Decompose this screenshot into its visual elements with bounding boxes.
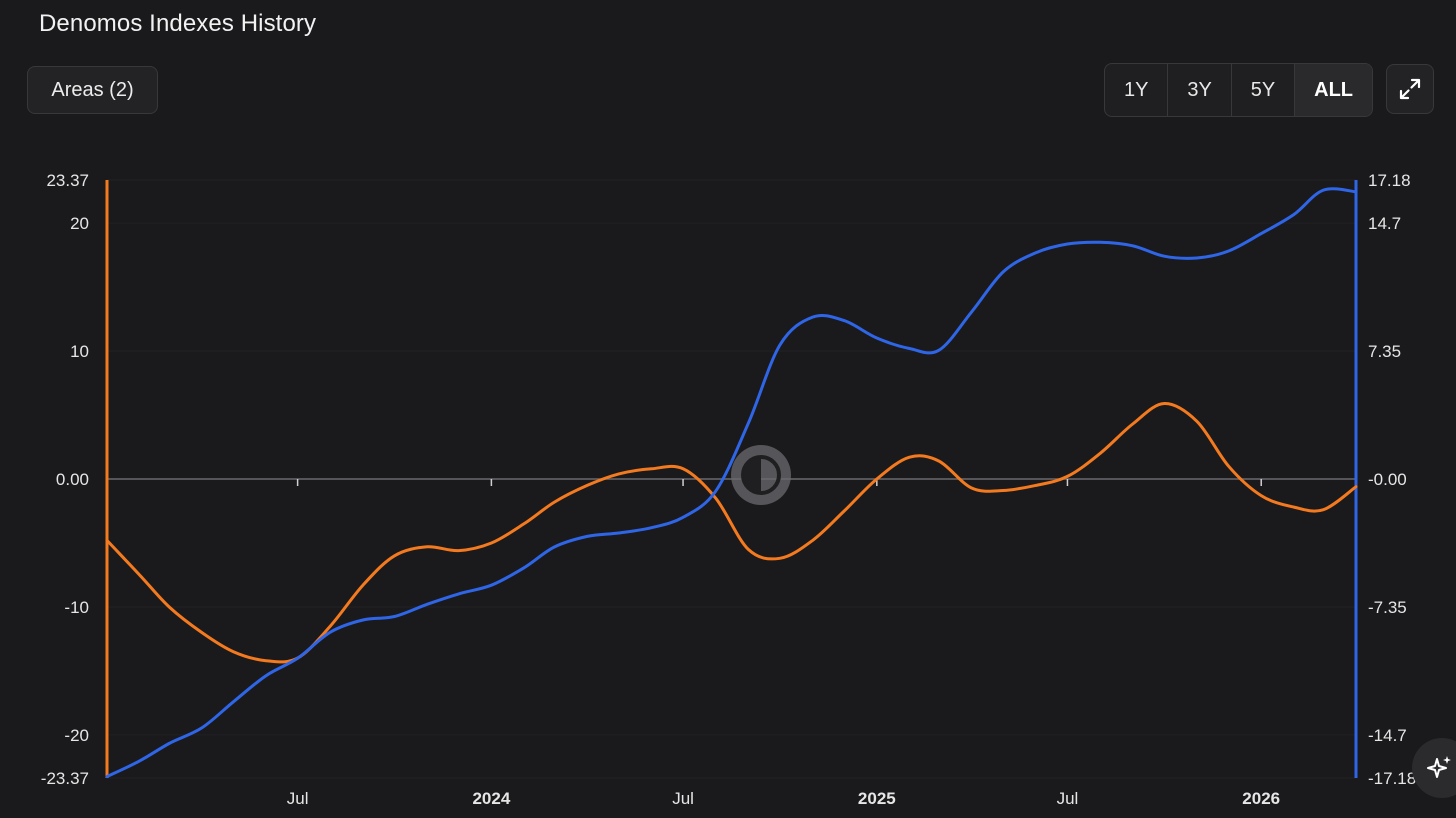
left-y-tick-label: -23.37	[41, 769, 89, 788]
x-tick-label: Jul	[1057, 789, 1079, 808]
left-y-tick-label: 23.37	[46, 171, 89, 190]
x-tick-label: 2024	[472, 789, 510, 808]
right-y-tick-label: -14.7	[1368, 726, 1407, 745]
time-range-selector: 1Y 3Y 5Y ALL	[1104, 63, 1373, 117]
left-y-tick-label: 10	[70, 342, 89, 361]
grid-lines	[107, 179, 1356, 779]
left-y-tick-labels: 23.37 20 10 0.00 -10 -20 -23.37	[41, 171, 89, 788]
sparkle-icon	[1427, 756, 1451, 778]
expand-button[interactable]	[1386, 64, 1434, 114]
theme-toggle-icon[interactable]	[731, 445, 791, 505]
right-y-tick-label: -0.00	[1368, 470, 1407, 489]
range-all-button[interactable]: ALL	[1295, 64, 1372, 116]
page-title: Denomos Indexes History	[39, 10, 317, 37]
left-y-tick-label: -20	[64, 726, 89, 745]
series-line-orange	[105, 401, 1358, 664]
x-tick-labels: Jul 2024 Jul 2025 Jul 2026	[287, 789, 1280, 808]
right-y-tick-label: 7.35	[1368, 342, 1401, 361]
range-5y-button[interactable]: 5Y	[1232, 64, 1296, 116]
x-tick-marks	[296, 479, 1262, 486]
range-3y-button[interactable]: 3Y	[1168, 64, 1232, 116]
right-y-tick-label: -17.18	[1368, 769, 1416, 788]
left-y-tick-label: -10	[64, 598, 89, 617]
x-tick-label: 2026	[1242, 789, 1280, 808]
series-line-blue	[105, 187, 1358, 779]
ai-assistant-button[interactable]	[1412, 738, 1456, 798]
left-y-tick-label: 0.00	[56, 470, 89, 489]
range-1y-button[interactable]: 1Y	[1105, 64, 1169, 116]
right-y-tick-label: 17.18	[1368, 171, 1411, 190]
left-y-tick-label: 20	[70, 214, 89, 233]
x-tick-label: 2025	[858, 789, 896, 808]
right-y-tick-label: 14.7	[1368, 214, 1401, 233]
right-y-tick-label: -7.35	[1368, 598, 1407, 617]
x-tick-label: Jul	[672, 789, 694, 808]
expand-icon	[1399, 78, 1421, 100]
right-y-tick-labels: 17.18 14.7 7.35 -0.00 -7.35 -14.7 -17.18	[1368, 171, 1416, 788]
x-tick-label: Jul	[287, 789, 309, 808]
areas-filter-button[interactable]: Areas (2)	[27, 66, 158, 114]
